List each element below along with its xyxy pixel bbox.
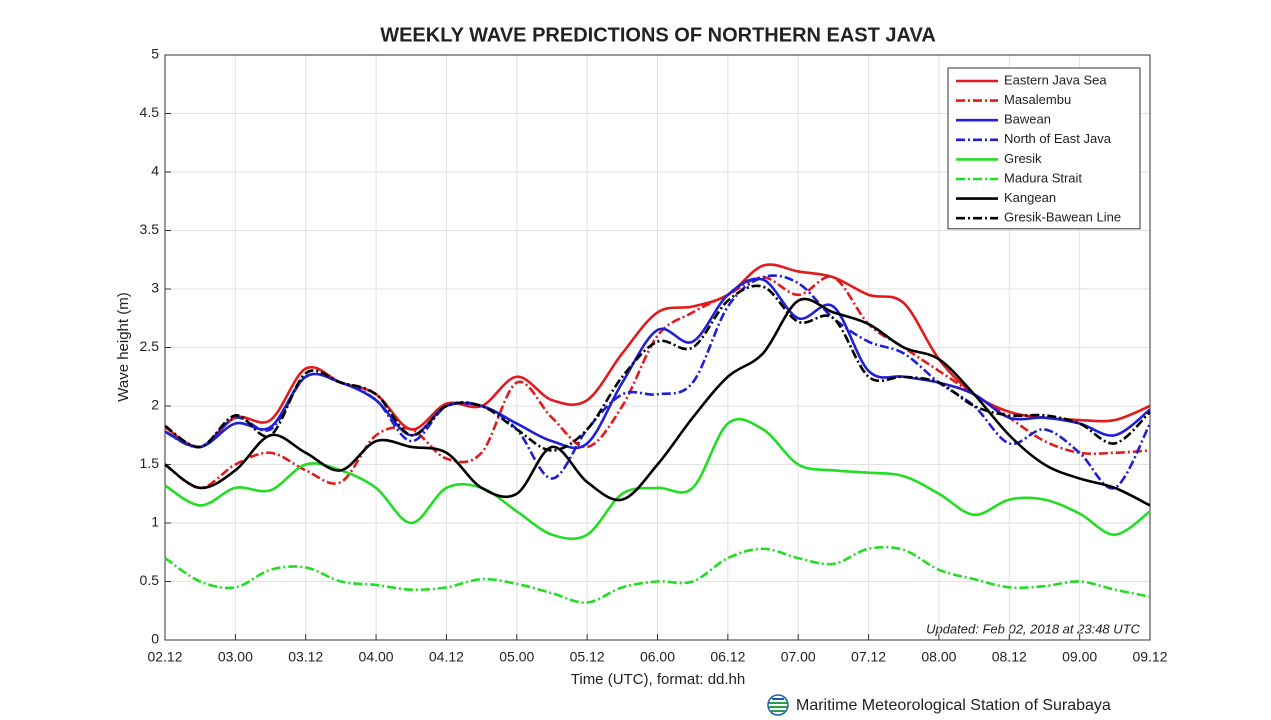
annotation: Updated: Feb 02, 2018 at 23:48 UTC xyxy=(926,621,1141,636)
x-tick-label: 06.00 xyxy=(640,649,675,665)
x-tick-label: 08.00 xyxy=(921,649,956,665)
x-tick-label: 03.12 xyxy=(288,649,323,665)
x-tick-label: 05.00 xyxy=(499,649,534,665)
x-tick-label: 08.12 xyxy=(992,649,1027,665)
footer: Maritime Meteorological Station of Surab… xyxy=(796,697,1111,714)
legend-label: North of East Java xyxy=(1004,131,1112,146)
y-tick-label: 4.5 xyxy=(140,104,160,120)
legend-label: Bawean xyxy=(1004,112,1051,127)
x-tick-label: 07.12 xyxy=(851,649,886,665)
series-line xyxy=(164,284,1151,452)
legend-label: Gresik xyxy=(1004,151,1042,166)
series-line xyxy=(164,274,1152,490)
chart-title: WEEKLY WAVE PREDICTIONS OF NORTHERN EAST… xyxy=(380,24,936,46)
legend-label: Eastern Java Sea xyxy=(1004,72,1107,87)
x-tick-label: 05.12 xyxy=(570,649,605,665)
y-tick-label: 3 xyxy=(151,280,159,296)
x-tick-label: 06.12 xyxy=(710,649,745,665)
y-tick-label: 2 xyxy=(151,397,159,413)
y-axis-label: Wave height (m) xyxy=(115,292,132,401)
legend-label: Masalembu xyxy=(1004,92,1071,107)
x-tick-label: 09.00 xyxy=(1062,649,1097,665)
x-tick-label: 04.12 xyxy=(429,649,464,665)
y-tick-label: 4 xyxy=(151,163,159,179)
y-tick-label: 1 xyxy=(151,514,159,530)
series-line xyxy=(164,297,1151,507)
x-axis-label: Time (UTC), format: dd.hh xyxy=(571,671,745,688)
y-tick-label: 3.5 xyxy=(140,221,160,237)
legend-box xyxy=(947,67,1141,230)
logo xyxy=(767,694,789,716)
x-tick-label: 03.00 xyxy=(218,649,253,665)
y-tick-label: 0.5 xyxy=(140,572,160,588)
legend-label: Madura Strait xyxy=(1004,170,1082,185)
series-line xyxy=(164,545,1151,604)
legend-label: Gresik-Bawean Line xyxy=(1004,210,1121,225)
legend-label: Kangean xyxy=(1004,190,1056,205)
y-tick-label: 0 xyxy=(151,631,159,647)
y-tick-label: 2.5 xyxy=(140,338,160,354)
x-tick-label: 07.00 xyxy=(781,649,816,665)
x-tick-label: 04.00 xyxy=(359,649,394,665)
plot-frame xyxy=(164,54,1151,641)
series-line xyxy=(164,418,1151,541)
y-tick-label: 5 xyxy=(151,46,159,62)
x-tick-label: 02.12 xyxy=(147,649,182,665)
y-tick-label: 1.5 xyxy=(140,455,160,471)
x-tick-label: 09.12 xyxy=(1132,649,1167,665)
